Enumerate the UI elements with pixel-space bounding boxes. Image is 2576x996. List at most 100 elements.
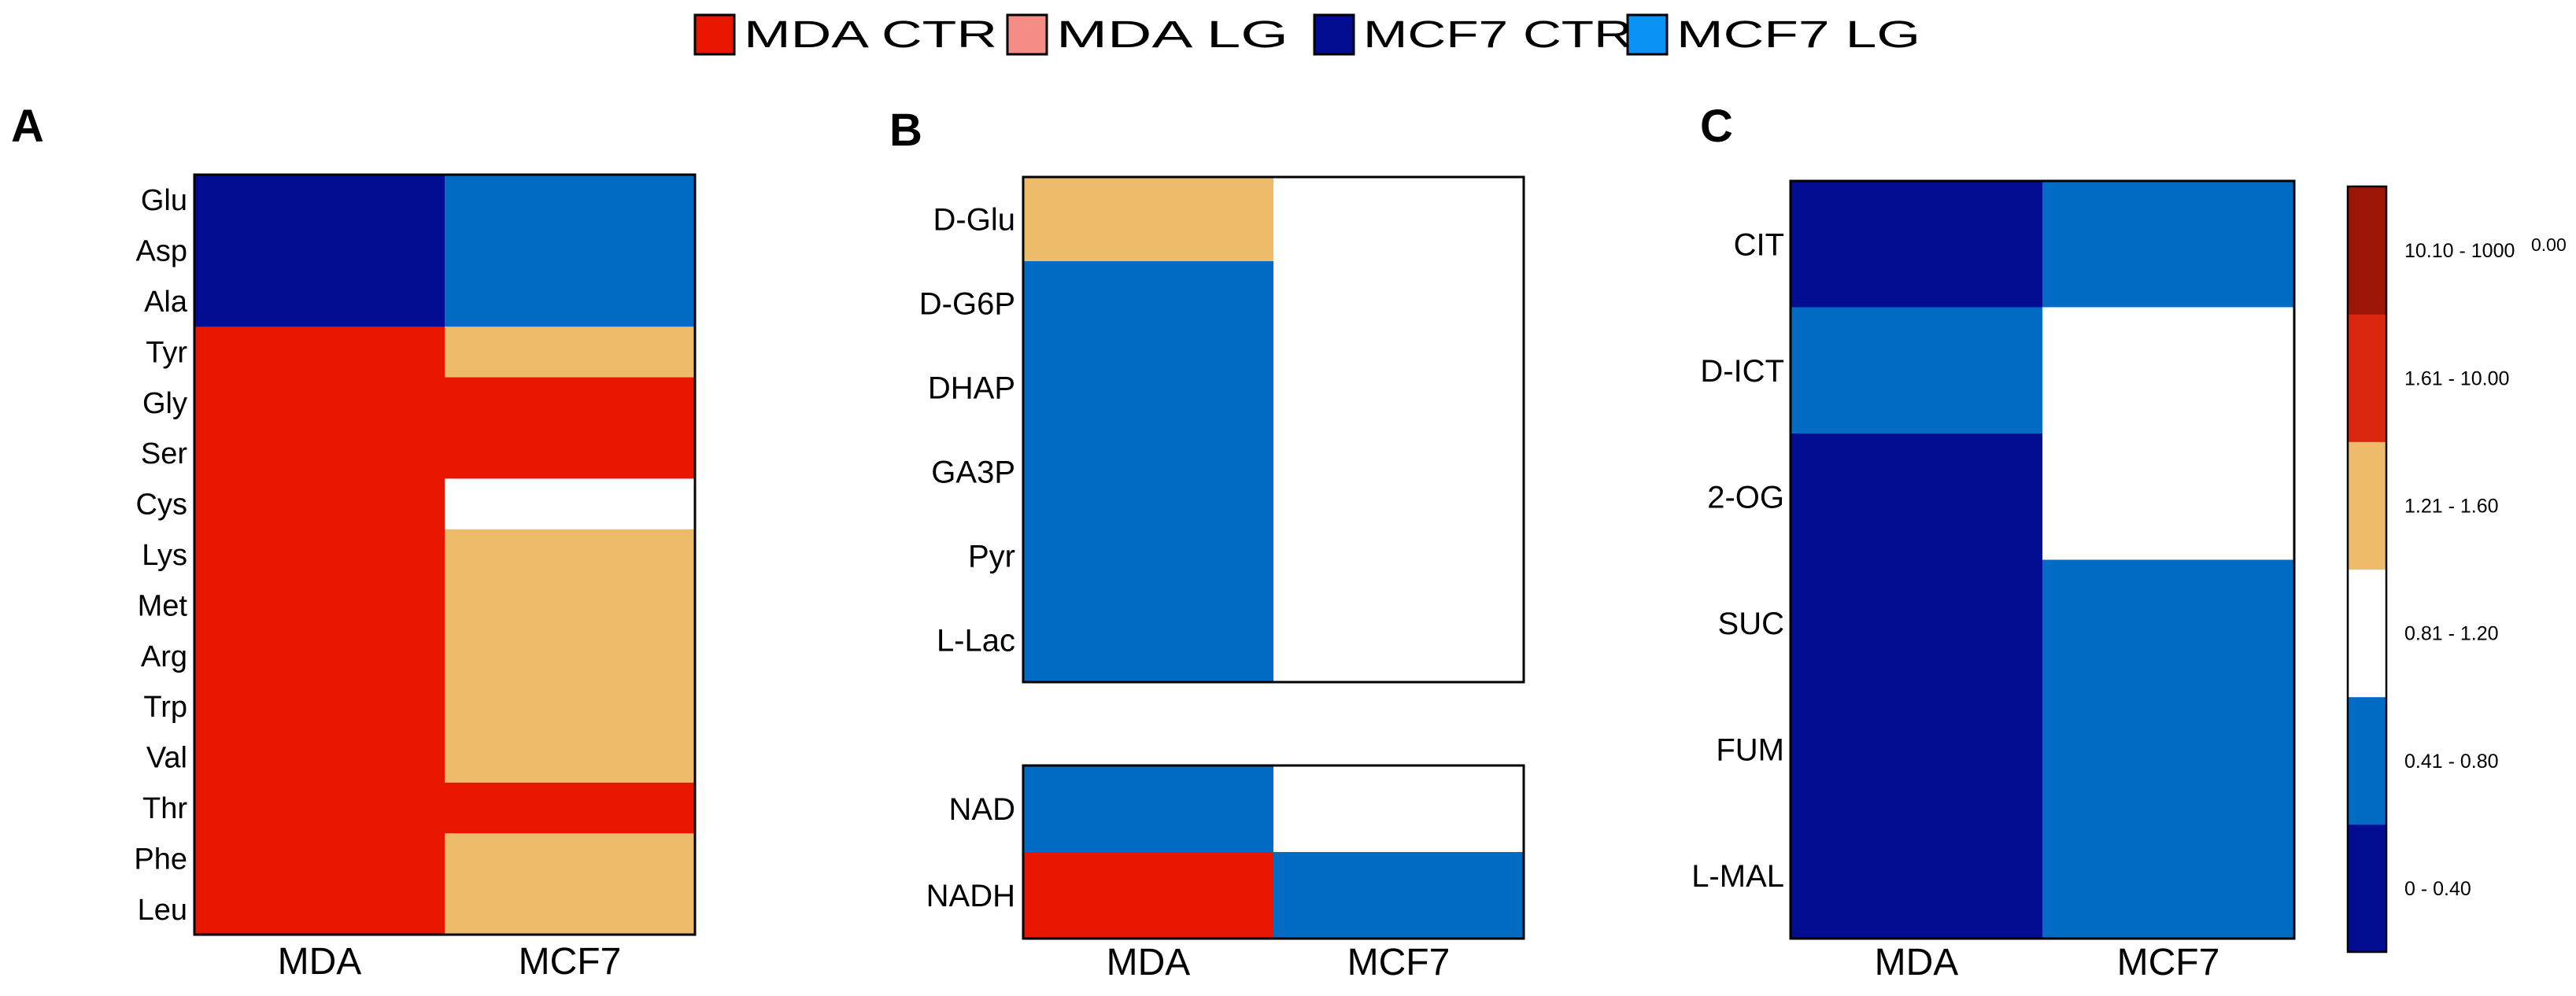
a-cell-tyr-0 (194, 326, 445, 378)
a-cell-val-0 (194, 732, 445, 784)
c-cell-cit-1 (2042, 181, 2295, 308)
c-cell-d-ict-0 (1791, 307, 2043, 434)
colorbar-label-0-41-0-80: 0.41 - 0.80 (2404, 751, 2499, 773)
b-row-label-l-lac: L-Lac (937, 624, 1015, 658)
b-cell-ga3p-0 (1023, 430, 1274, 515)
a-cell-phe-1 (445, 833, 696, 885)
a-row-label-arg: Arg (141, 640, 187, 673)
b-cell-l-lac-0 (1023, 598, 1274, 683)
b-cell-d-g6p-1 (1273, 261, 1525, 346)
legend-swatch-mcf7-lg (1626, 13, 1669, 56)
panel-b: B D-Glu D-G6P DHAP GA3P Pyr L-Lac NAD NADH MDA MC… (889, 105, 1525, 983)
legend-label-mcf7-lg: MCF7 LG (1676, 14, 1920, 56)
a-row-label-glu: Glu (141, 184, 187, 217)
a-cell-met-0 (194, 580, 445, 632)
a-cell-trp-1 (445, 681, 696, 732)
c-row-label-fum: FUM (1716, 732, 1784, 767)
panel-label-a: A (11, 101, 44, 152)
a-row-label-ser: Ser (141, 437, 187, 470)
a-row-label-ala: Ala (144, 286, 188, 319)
a-cell-tyr-1 (445, 326, 696, 378)
a-cell-cys-1 (445, 478, 696, 530)
legend-swatch-mda-lg (1006, 13, 1048, 56)
panel-label-b: B (889, 105, 922, 156)
a-row-label-tyr: Tyr (146, 336, 187, 369)
a-cell-leu-1 (445, 883, 696, 935)
a-cell-met-1 (445, 580, 696, 632)
a-row-label-cys: Cys (136, 489, 187, 522)
b-cell-pyr-1 (1273, 514, 1525, 599)
legend-label-mda-ctr: MDA CTR (744, 14, 997, 56)
b-row-label-nad: NAD (949, 792, 1015, 827)
c-cell-fum-1 (2042, 686, 2295, 813)
legend-label-mda-lg: MDA LG (1056, 14, 1288, 56)
colorbar-bin-2 (2348, 569, 2386, 698)
a-cell-leu-0 (194, 883, 445, 935)
b-row-label-pyr: Pyr (968, 540, 1015, 574)
a-cell-ser-1 (445, 428, 696, 479)
b-cell-nadh-1 (1273, 852, 1525, 939)
a-cell-arg-0 (194, 630, 445, 682)
c-col-label-mda: MDA (1875, 942, 1959, 983)
legend-swatch-mda-ctr (693, 13, 736, 56)
a-cell-phe-0 (194, 833, 445, 885)
colorbar-label-1-21-1-60: 1.21 - 1.60 (2404, 495, 2499, 517)
a-row-label-gly: Gly (142, 387, 187, 420)
b-row-label-nadh: NADH (926, 879, 1015, 913)
panel-a: A Glu Asp Ala Tyr Gly Ser Cys Lys Met Arg Trp Val Th… (11, 101, 697, 983)
a-cell-lys-0 (194, 529, 445, 581)
c-cell-l-mal-1 (2042, 812, 2295, 939)
c-col-label-mcf7: MCF7 (2117, 942, 2220, 983)
colorbar-label-10-10-1000: 10.10 - 1000 (2404, 240, 2515, 262)
b-cell-ga3p-1 (1273, 430, 1525, 515)
a-row-label-leu: Leu (138, 894, 187, 927)
a-row-label-asp: Asp (136, 235, 187, 268)
a-cell-asp-1 (445, 225, 696, 277)
a-cell-gly-1 (445, 377, 696, 429)
c-cell-d-ict-1 (2042, 307, 2295, 434)
colorbar-bin-5 (2348, 186, 2386, 315)
c-frame (1789, 179, 2296, 940)
a-row-label-phe: Phe (134, 843, 187, 876)
c-row-label-d-ict: D-ICT (1700, 354, 1784, 389)
colorbar-label-0-81-1-20: 0.81 - 1.20 (2404, 623, 2499, 645)
a-cell-thr-0 (194, 782, 445, 834)
panel-c: C CIT D-ICT 2-OG SUC FUM L-MAL MDA MCF7 (1691, 101, 2296, 983)
c-row-label-suc: SUC (1718, 607, 1784, 641)
a-row-label-thr: Thr (142, 792, 187, 825)
a-cell-cys-0 (194, 478, 445, 530)
a-col-label-mcf7: MCF7 (519, 941, 622, 983)
a-cell-trp-0 (194, 681, 445, 732)
a-cell-arg-1 (445, 630, 696, 682)
a-row-label-trp: Trp (143, 691, 187, 724)
c-cell-cit-0 (1791, 181, 2043, 308)
b-cell-nad-1 (1273, 765, 1525, 853)
b-col-label-mda: MDA (1107, 942, 1191, 983)
colorbar-label-1-61-10-00: 1.61 - 10.00 (2404, 367, 2509, 389)
b-cell-dhap-0 (1023, 345, 1274, 430)
heatmap-a: Glu Asp Ala Tyr Gly Ser Cys Lys Met Arg Trp Val Thr P… (134, 173, 697, 983)
b-cell-d-glu-1 (1273, 177, 1525, 262)
c-cell-2-og-0 (1791, 433, 2043, 560)
a-row-label-val: Val (146, 742, 187, 775)
b-frame (1022, 175, 1525, 684)
a-cell-asp-0 (194, 225, 445, 277)
c-cell-fum-0 (1791, 686, 2043, 813)
colorbar-label-0-0-40: 0 - 0.40 (2404, 878, 2471, 900)
c-cell-2-og-1 (2042, 433, 2295, 560)
colorbar-bin-4 (2348, 314, 2386, 442)
a-cell-val-1 (445, 732, 696, 784)
c-cell-l-mal-0 (1791, 812, 2043, 939)
heatmap-b: D-Glu D-G6P DHAP GA3P Pyr L-Lac NAD NADH MDA MCF7 (919, 175, 1525, 983)
b-row-label-ga3p: GA3P (931, 456, 1015, 490)
legend-label-mcf7-ctr: MCF7 CTR (1363, 14, 1632, 56)
heatmap-c: CIT D-ICT 2-OG SUC FUM L-MAL MDA MCF7 (1691, 179, 2296, 983)
b-row-label-d-glu: D-Glu (933, 203, 1015, 238)
a-cell-glu-1 (445, 175, 696, 226)
c-cell-suc-1 (2042, 559, 2295, 687)
legend: MDA CTR MDA LG MCF7 CTR MCF7 LG (693, 13, 1920, 56)
b-cell-nadh-0 (1023, 852, 1274, 939)
a-cell-gly-0 (194, 377, 445, 429)
colorbar-bin-1 (2348, 696, 2386, 825)
